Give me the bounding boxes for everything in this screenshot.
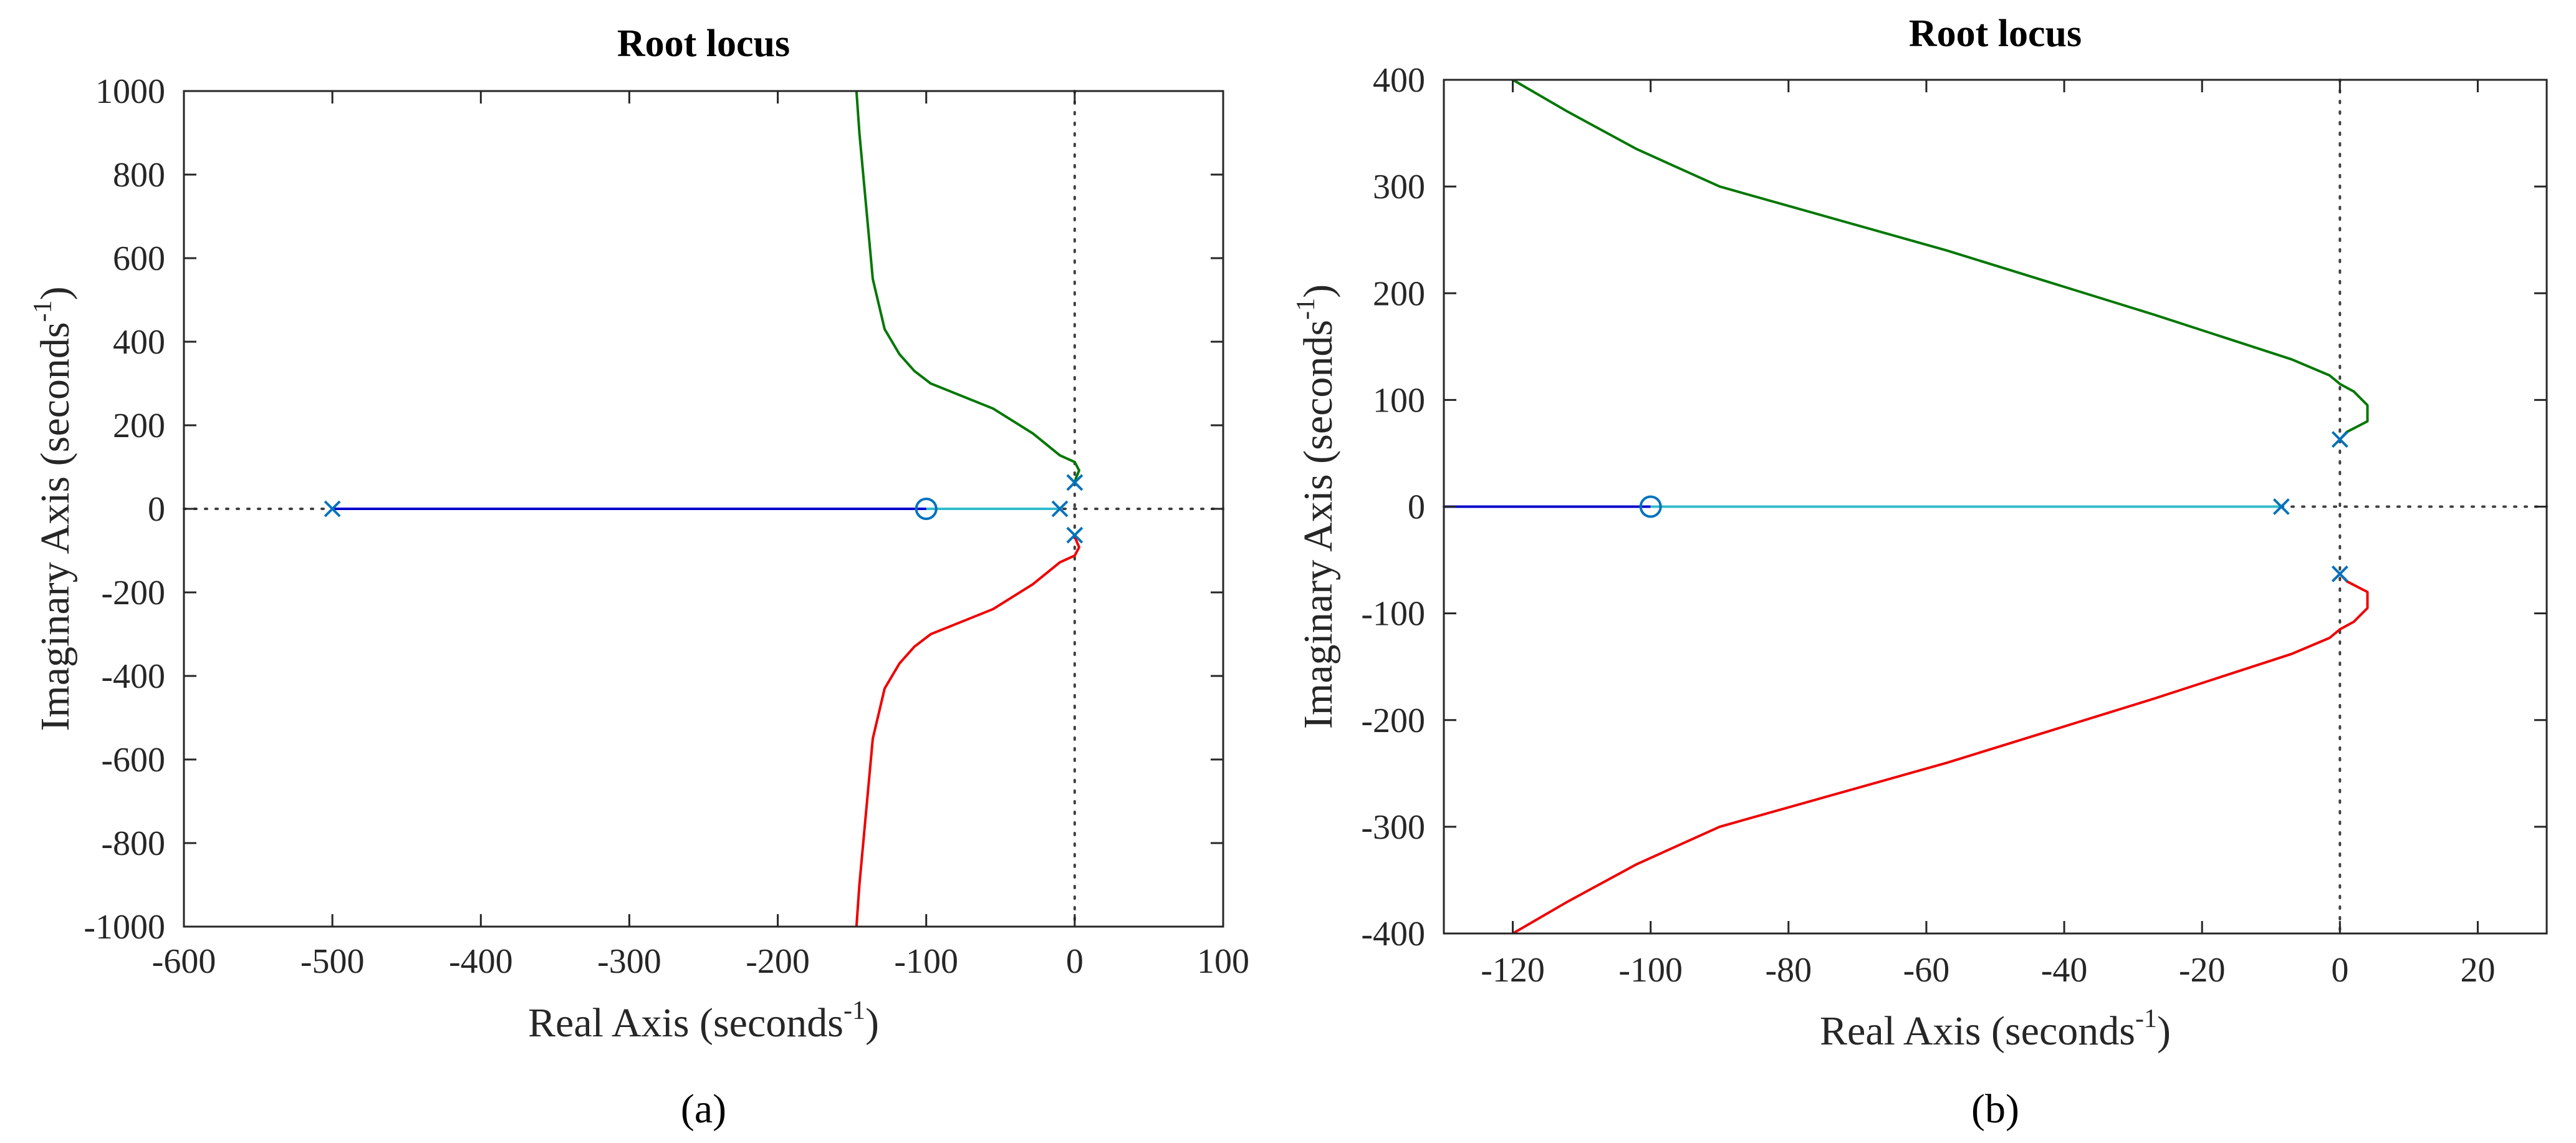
y-tick-label: 400 — [113, 323, 165, 362]
y-tick-label: -300 — [1361, 808, 1425, 847]
y-tick-label: -600 — [101, 741, 165, 779]
x-tick-label: -400 — [449, 942, 513, 981]
pole-marker — [324, 500, 341, 518]
y-tick-label: -200 — [101, 574, 165, 612]
x-tick-label: -300 — [597, 942, 661, 981]
locus-branch-4 — [855, 534, 1080, 927]
y-tick-label: 100 — [1373, 381, 1425, 420]
x-axis-label: Real Axis (seconds-1) — [1820, 1005, 2171, 1054]
pole-marker — [1051, 500, 1069, 518]
x-axis-label: Real Axis (seconds-1) — [528, 996, 879, 1046]
y-tick-label: 200 — [113, 407, 165, 445]
y-axis-label-text: Imaginary Axis (seconds — [1295, 320, 1341, 729]
pole-marker — [1066, 526, 1084, 544]
x-axis-label-sup: -1 — [843, 996, 865, 1025]
x-tick-label: 0 — [2331, 951, 2348, 990]
x-axis-label-sup: -1 — [2135, 1005, 2157, 1033]
panel-caption: (a) — [681, 1086, 726, 1132]
x-axis-label-end: ) — [2157, 1008, 2171, 1054]
panel-caption: (b) — [1971, 1086, 2019, 1132]
y-tick-label: 0 — [1408, 488, 1425, 527]
locus-branch-3 — [855, 91, 1080, 483]
x-tick-label: -120 — [1481, 951, 1545, 990]
x-axis-label-text: Real Axis (seconds — [1820, 1008, 2135, 1054]
zero-marker — [915, 498, 938, 520]
panel-b: Root locus-120 -100 -80 -60 -40 -20 0 20-400-30… — [1292, 12, 2548, 1132]
y-tick-label: -100 — [1361, 595, 1425, 634]
y-tick-label: -400 — [1361, 915, 1425, 953]
x-tick-label: -100 — [1618, 951, 1683, 990]
y-axis-label-end: ) — [1295, 284, 1341, 298]
x-tick-label: -500 — [300, 942, 365, 981]
zero-marker — [1639, 495, 1662, 518]
x-tick-label: -200 — [746, 942, 810, 981]
panel-a: Root locus-600 -500 -400 -300 -200 -100 0 100-1… — [29, 22, 1249, 1132]
y-tick-label: 300 — [1373, 168, 1425, 206]
y-axis-label: Imaginary Axis (seconds-1) — [1292, 284, 1341, 729]
x-tick-label: -600 — [152, 942, 216, 981]
y-axis-label-text: Imaginary Axis (seconds — [32, 322, 78, 731]
x-tick-label: -80 — [1765, 951, 1812, 990]
y-tick-label: 200 — [1373, 274, 1425, 313]
y-tick-label: -1000 — [84, 908, 165, 947]
chart-title: Root locus — [1909, 12, 2082, 55]
x-tick-label: 0 — [1066, 942, 1084, 981]
x-axis-label-end: ) — [865, 1000, 879, 1046]
y-axis-label-sup: -1 — [29, 300, 57, 322]
pole-marker — [2331, 431, 2348, 448]
y-axis-label: Imaginary Axis (seconds-1) — [29, 286, 78, 731]
pole-marker — [1066, 474, 1084, 491]
y-tick-label: 0 — [148, 490, 165, 529]
x-tick-label: 20 — [2460, 951, 2495, 990]
y-tick-label: 800 — [113, 156, 165, 195]
y-tick-label: -400 — [101, 657, 165, 696]
x-tick-label: -40 — [2041, 951, 2088, 990]
x-tick-label: -20 — [2179, 951, 2226, 990]
y-tick-label: -200 — [1361, 702, 1425, 740]
y-tick-label: -800 — [101, 824, 165, 863]
locus-branches — [332, 91, 1080, 927]
x-tick-label: 100 — [1197, 942, 1249, 981]
locus-branches — [1444, 80, 2369, 933]
y-tick-label: 600 — [113, 239, 165, 278]
locus-branch-4 — [1512, 572, 2369, 933]
y-axis-label-sup: -1 — [1292, 298, 1320, 320]
pole-marker — [2331, 565, 2348, 582]
chart-title: Root locus — [617, 22, 790, 65]
y-tick-label: 1000 — [95, 72, 165, 111]
x-tick-label: -60 — [1903, 951, 1950, 990]
locus-branch-3 — [1512, 80, 2369, 441]
x-axis-label-text: Real Axis (seconds — [528, 1000, 843, 1046]
x-tick-label: -100 — [894, 942, 958, 981]
pole-marker — [2272, 498, 2290, 515]
y-axis-label-end: ) — [32, 286, 78, 300]
y-tick-label: 400 — [1373, 61, 1425, 100]
